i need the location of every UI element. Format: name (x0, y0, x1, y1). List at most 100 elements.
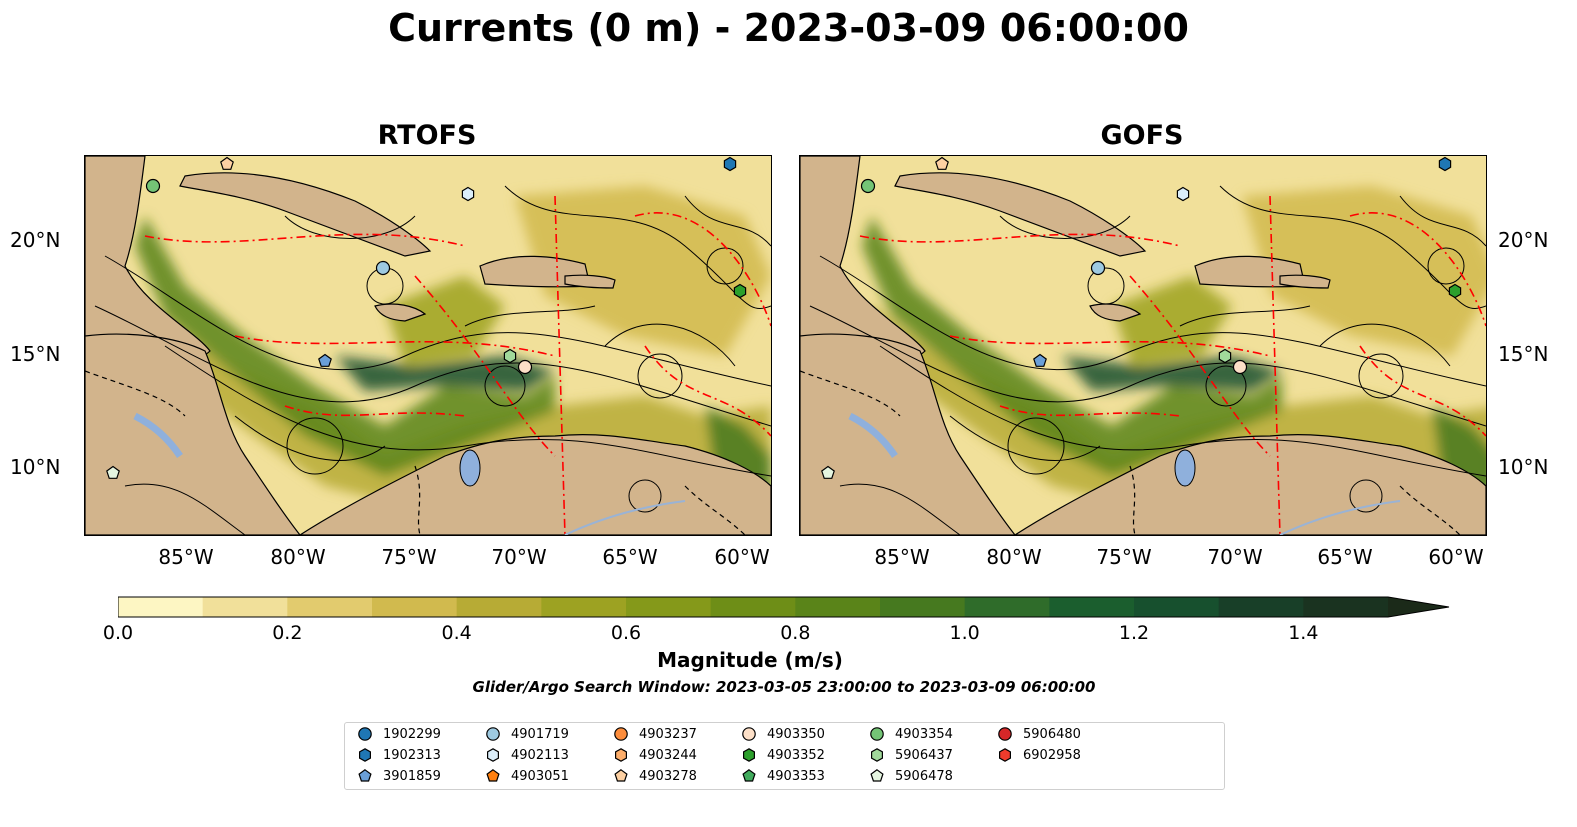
legend-item: 4903237 (613, 726, 697, 742)
colorbar-segment (456, 597, 542, 617)
land-masses (800, 156, 1486, 535)
colorbar-segment (710, 597, 796, 617)
colorbar-segment (1134, 597, 1220, 617)
colorbar-segment (541, 597, 627, 617)
colorbar-segment (202, 597, 288, 617)
colorbar-tick-label: 1.4 (1288, 622, 1319, 644)
float-legend: 1902299 1902313 3901859 4901719 4902113 49030… (344, 722, 1225, 790)
country-borders (800, 370, 1461, 535)
colorbar-segment (964, 597, 1050, 617)
legend-label: 1902299 (383, 726, 441, 742)
float-4902113-marker (461, 186, 475, 202)
legend-item: 4903352 (741, 747, 825, 763)
x-tick-label: 70°W (491, 545, 547, 569)
panel-title-gofs: GOFS (1100, 120, 1184, 151)
legend-label: 4903353 (767, 768, 825, 784)
float-4902113-marker (1176, 186, 1190, 202)
legend-label: 5906478 (895, 768, 953, 784)
map-gofs (799, 155, 1487, 536)
float-3901859-marker (318, 353, 332, 367)
colorbar-segment (372, 597, 458, 617)
float-4901719-marker (375, 260, 391, 276)
legend-item: 5906437 (869, 747, 953, 763)
country-borders (85, 370, 746, 535)
float-3901859-marker (1033, 353, 1047, 367)
y-tick-label-right: 15°N (1498, 342, 1549, 366)
float-5906478-marker (821, 465, 835, 479)
legend-label: 5906480 (1023, 726, 1081, 742)
legend-label: 5906437 (895, 747, 953, 763)
float-1902313-marker (723, 156, 737, 172)
colorbar-segment (880, 597, 966, 617)
circle-marker-icon (614, 727, 628, 741)
legend-label: 4903350 (767, 726, 825, 742)
circle-marker-icon (486, 727, 500, 741)
float-4903278-marker (935, 156, 949, 170)
legend-item: 4903244 (613, 747, 697, 763)
legend-item: 5906478 (869, 768, 953, 784)
y-tick-label-left: 15°N (10, 342, 61, 366)
legend-label: 4902113 (511, 747, 569, 763)
colorbar-segment (118, 597, 204, 617)
colorbar-tick-label: 1.2 (1118, 622, 1150, 644)
legend-label: 4901719 (511, 726, 569, 742)
hexagon-marker-icon (998, 748, 1011, 762)
float-1902313-marker (1438, 156, 1452, 172)
x-tick-label: 70°W (1207, 545, 1263, 569)
hexagon-marker-icon (870, 748, 883, 762)
x-tick-label: 85°W (158, 545, 214, 569)
x-tick-label: 60°W (1428, 545, 1484, 569)
pentagon-marker-icon (614, 769, 628, 782)
colorbar-tick-label: 0.4 (441, 622, 472, 644)
colorbar-segment (1049, 597, 1135, 617)
streamlines (809, 185, 1486, 535)
colorbar-segment (1218, 597, 1304, 617)
float-4903278-marker (220, 156, 234, 170)
legend-item: 4903350 (741, 726, 825, 742)
float-4903352-marker (733, 283, 747, 299)
colorbar-segment (1303, 597, 1389, 617)
float-5906437-marker (1218, 348, 1232, 364)
streamlines (94, 185, 771, 535)
float-4903352-marker (1448, 283, 1462, 299)
legend-label: 4903354 (895, 726, 953, 742)
float-4901719-marker (1090, 260, 1106, 276)
x-tick-label: 65°W (602, 545, 658, 569)
legend-item: 6902958 (997, 747, 1081, 763)
colorbar-tick-label: 0.2 (272, 622, 303, 644)
legend-label: 3901859 (383, 768, 441, 784)
pentagon-marker-icon (486, 769, 500, 782)
legend-item: 1902299 (357, 726, 441, 742)
y-tick-label-right: 20°N (1498, 228, 1549, 252)
pentagon-marker-icon (870, 769, 884, 782)
x-tick-label: 75°W (1096, 545, 1152, 569)
colorbar-tick-label: 0.0 (102, 622, 134, 644)
legend-item: 1902313 (357, 747, 441, 763)
y-tick-label-left: 20°N (10, 228, 61, 252)
legend-item: 3901859 (357, 768, 441, 784)
x-tick-label: 65°W (1317, 545, 1373, 569)
legend-label: 4903051 (511, 768, 569, 784)
colorbar-segment (795, 597, 881, 617)
legend-label: 4903278 (639, 768, 697, 784)
legend-item: 4903051 (485, 768, 569, 784)
legend-label: 4903352 (767, 747, 825, 763)
x-tick-label: 85°W (874, 545, 930, 569)
hexagon-marker-icon (486, 748, 499, 762)
land-masses (85, 156, 771, 535)
float-4903350-marker (1232, 359, 1248, 375)
colorbar-tick-label: 1.0 (949, 622, 980, 644)
legend-item: 4903278 (613, 768, 697, 784)
legend-label: 4903237 (639, 726, 697, 742)
x-tick-label: 80°W (986, 545, 1042, 569)
search-window-caption: Glider/Argo Search Window: 2023-03-05 23… (472, 678, 1096, 696)
legend-item: 4902113 (485, 747, 569, 763)
colorbar-tick-label: 0.6 (610, 622, 642, 644)
float-4903354-marker (145, 178, 161, 194)
legend-item: 4903353 (741, 768, 825, 784)
hexagon-marker-icon (358, 748, 371, 762)
colorbar-segment (287, 597, 373, 617)
circle-marker-icon (742, 727, 756, 741)
colorbar-segment (626, 597, 712, 617)
legend-item: 4901719 (485, 726, 569, 742)
